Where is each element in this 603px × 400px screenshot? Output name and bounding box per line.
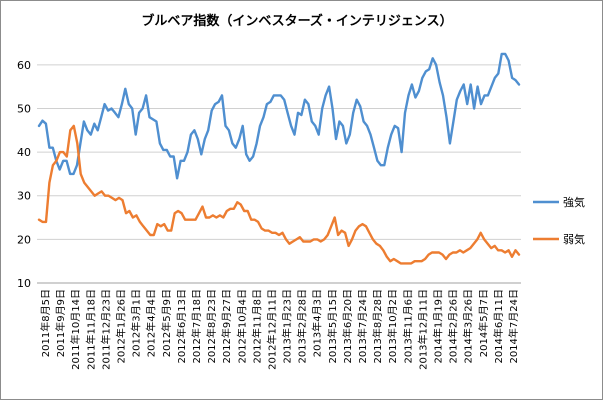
x-tick-label: 2013年12月11日 — [416, 289, 429, 370]
legend-label: 強気 — [563, 195, 585, 209]
x-tick-label: 2013年2月28日 — [296, 289, 309, 364]
series-line-bullish — [37, 52, 521, 180]
x-tick-label: 2014年5月7日 — [477, 289, 490, 357]
x-tick-label: 2012年7月18日 — [190, 289, 203, 364]
x-tick-label: 2014年7月24日 — [507, 289, 520, 364]
x-tick-label: 2011年8月5日 — [39, 289, 52, 357]
x-tick-label: 2013年8月28日 — [371, 289, 384, 364]
y-tick-label: 50 — [17, 102, 31, 115]
x-tick-label: 2014年1月19日 — [432, 289, 445, 364]
x-tick-label: 2012年6月13日 — [175, 289, 188, 364]
x-tick-label: 2014年3月26日 — [462, 289, 475, 364]
x-tick-label: 2013年6月20日 — [341, 289, 354, 364]
x-tick-label: 2013年7月24日 — [356, 289, 369, 364]
x-tick-label: 2014年2月26日 — [447, 289, 460, 364]
x-axis-tick-labels: 2011年8月5日 2011年9月9日 2011年10月14日 2011年11月18日… — [39, 289, 520, 370]
x-tick-label: 2012年5月9日 — [160, 289, 173, 357]
x-tick-label: 2011年10月14日 — [69, 289, 82, 370]
x-tick-label: 2012年10月4日 — [235, 289, 248, 364]
gridlines — [37, 64, 521, 284]
x-tick-label: 2012年12月11日 — [265, 289, 278, 370]
y-tick-label: 20 — [17, 233, 31, 246]
legend-label: 弱気 — [563, 232, 585, 246]
series-lines — [37, 52, 521, 265]
x-tick-label: 2012年4月4日 — [145, 289, 158, 357]
x-tick-label: 2012年3月1日 — [130, 289, 143, 357]
x-tick-label: 2011年9月9日 — [54, 289, 67, 357]
x-tick-label: 2013年10月2日 — [386, 289, 399, 364]
x-tick-label: 2012年11月8日 — [250, 289, 263, 364]
x-tick-label: 2012年1月26日 — [114, 289, 127, 364]
x-tick-label: 2012年8月23日 — [205, 289, 218, 364]
chart-title: ブルベア指数（インベスターズ・インテリジェンス） — [141, 13, 452, 29]
y-tick-label: 40 — [17, 146, 31, 159]
x-tick-label: 2014年6月11日 — [492, 289, 505, 364]
y-tick-label: 30 — [17, 190, 31, 203]
x-tick-label: 2013年11月6日 — [401, 289, 414, 364]
y-tick-label: 10 — [17, 277, 31, 290]
x-tick-label: 2013年1月23日 — [281, 289, 294, 364]
x-tick-label: 2013年4月3日 — [311, 289, 324, 357]
series-line-bearish — [37, 124, 521, 265]
y-tick-label: 60 — [17, 59, 31, 72]
y-axis-tick-labels: 10 20 30 40 50 60 — [17, 59, 31, 290]
x-tick-label: 2011年11月18日 — [84, 289, 97, 370]
x-tick-label: 2013年5月15日 — [326, 289, 339, 364]
x-tick-label: 2011年12月23日 — [99, 289, 112, 370]
x-tick-label: 2012年9月27日 — [220, 289, 233, 364]
